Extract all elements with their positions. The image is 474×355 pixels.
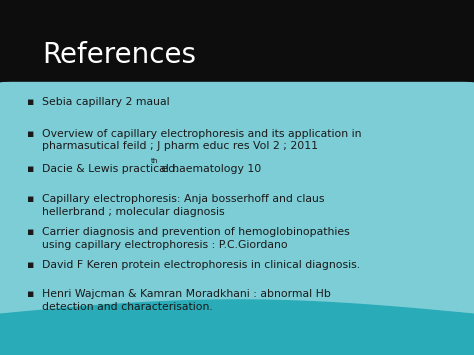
Text: References: References xyxy=(43,41,197,69)
Text: ▪: ▪ xyxy=(26,260,34,270)
Polygon shape xyxy=(0,300,474,355)
Text: Carrier diagnosis and prevention of hemoglobinopathies
using capillary electroph: Carrier diagnosis and prevention of hemo… xyxy=(42,227,349,250)
Text: th: th xyxy=(151,158,158,164)
Polygon shape xyxy=(0,0,474,82)
Text: David F Keren protein electrophoresis in clinical diagnosis.: David F Keren protein electrophoresis in… xyxy=(42,260,360,270)
Text: Capillary electrophoresis: Anja bosserhoff and claus
hellerbrand ; molecular dia: Capillary electrophoresis: Anja bosserho… xyxy=(42,194,324,217)
Text: Sebia capillary 2 maual: Sebia capillary 2 maual xyxy=(42,97,169,106)
Text: ▪: ▪ xyxy=(26,227,34,237)
Text: ▪: ▪ xyxy=(26,129,34,138)
Text: ▪: ▪ xyxy=(26,194,34,204)
Bar xyxy=(0,82,474,355)
Text: ▪: ▪ xyxy=(26,164,34,174)
Text: ed.: ed. xyxy=(158,164,179,174)
Text: Dacie & Lewis practical haematology 10: Dacie & Lewis practical haematology 10 xyxy=(42,164,261,174)
Text: Henri Wajcman & Kamran Moradkhani : abnormal Hb
detection and characterisation.: Henri Wajcman & Kamran Moradkhani : abno… xyxy=(42,289,330,312)
Text: ▪: ▪ xyxy=(26,289,34,299)
Text: ▪: ▪ xyxy=(26,97,34,106)
Text: Overview of capillary electrophoresis and its application in
pharmasutical feild: Overview of capillary electrophoresis an… xyxy=(42,129,361,151)
